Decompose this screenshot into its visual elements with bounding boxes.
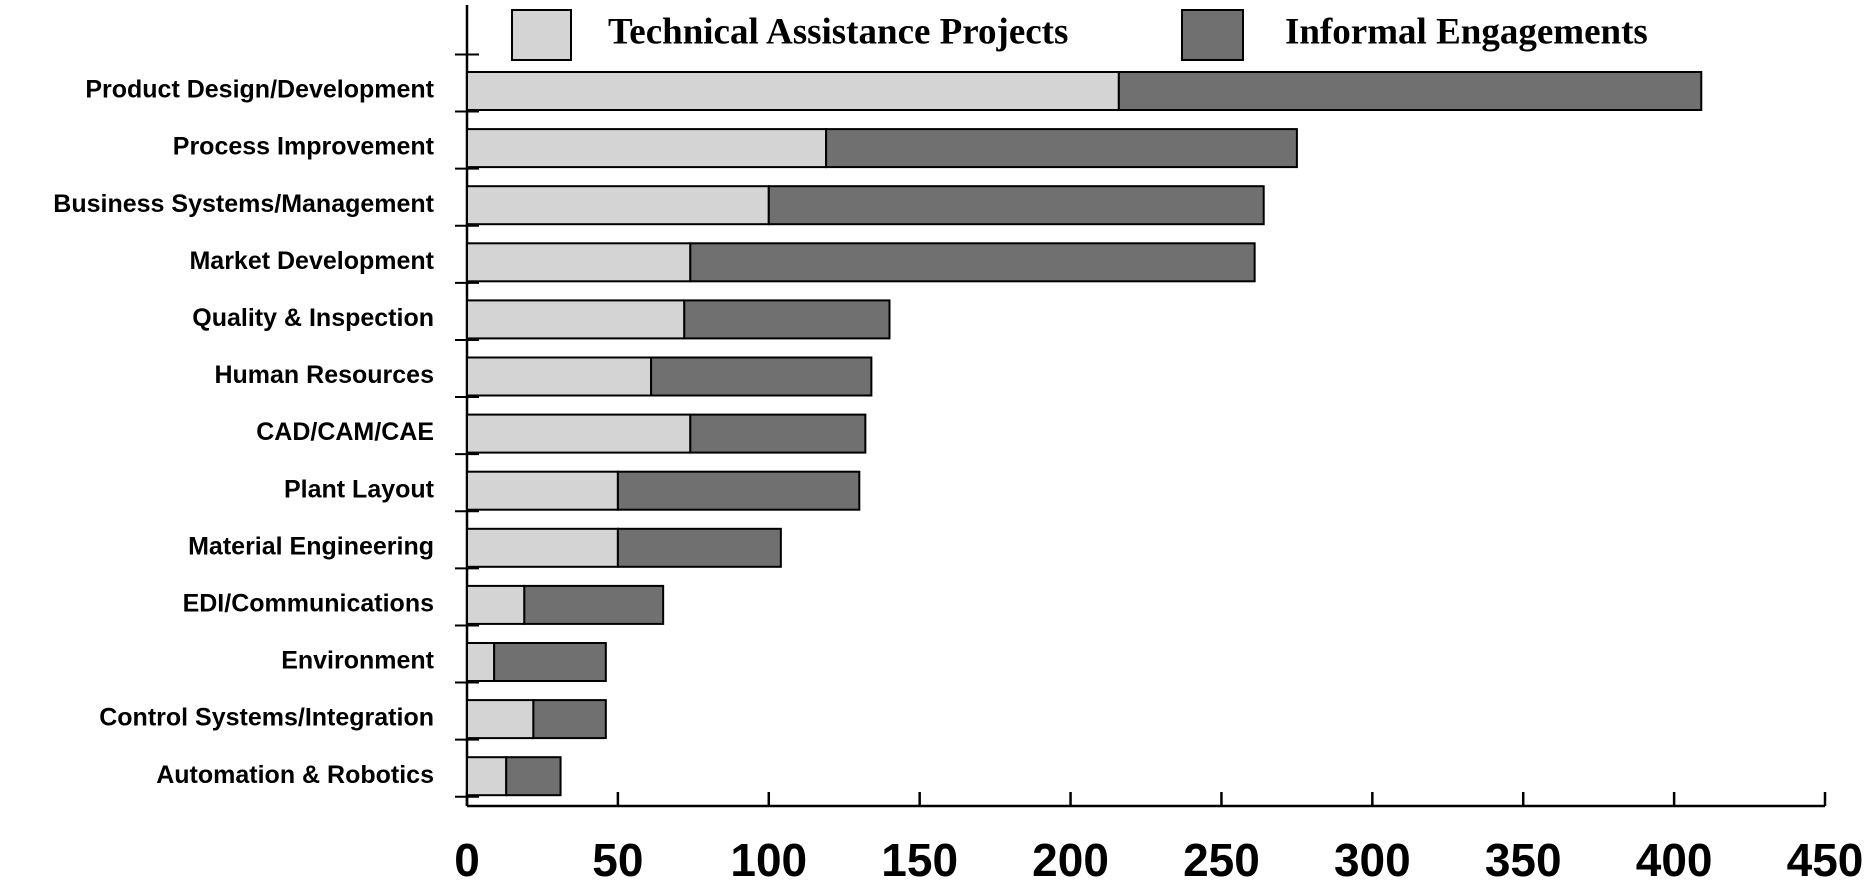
bar-segment — [523, 584, 665, 625]
bar-segment — [532, 699, 607, 740]
bar-segment — [466, 242, 692, 283]
y-tick-label: Automation & Robotics — [156, 761, 434, 789]
bar-segment — [466, 299, 686, 340]
bar-segment — [650, 356, 873, 397]
x-tick-label: 50 — [592, 834, 643, 886]
x-tick-label: 250 — [1183, 834, 1260, 886]
bar-segment — [466, 185, 770, 226]
y-tick-label: Human Resources — [214, 361, 434, 389]
bar-segment — [505, 756, 562, 797]
bar-segment — [493, 642, 607, 682]
bar-segment — [466, 128, 828, 169]
bar-segment — [466, 527, 619, 568]
legend-label: Informal Engagements — [1285, 11, 1648, 52]
bar-segment — [616, 527, 782, 568]
bar-segment — [466, 584, 526, 625]
x-tick-label: 350 — [1485, 834, 1562, 886]
bar-segment — [825, 128, 1298, 169]
x-tick-label: 0 — [454, 834, 480, 886]
bar-segment — [466, 756, 508, 797]
y-tick-label: Market Development — [189, 247, 434, 275]
legend-label: Technical Assistance Projects — [608, 11, 1068, 52]
bar-segment — [1117, 71, 1703, 111]
y-tick-label: Material Engineering — [188, 532, 434, 560]
bar-segment — [466, 699, 535, 740]
legend-swatch — [1181, 9, 1244, 61]
y-tick-label: Process Improvement — [173, 133, 435, 161]
bar-segment — [466, 71, 1120, 111]
x-tick-label: 200 — [1032, 834, 1109, 886]
y-tick-label: EDI/Communications — [183, 590, 434, 618]
y-tick-label: Control Systems/Integration — [99, 704, 434, 732]
y-tick-label: Product Design/Development — [85, 76, 434, 104]
legend-swatch — [511, 9, 572, 61]
x-tick-label: 400 — [1636, 834, 1713, 886]
bar-segment — [689, 242, 1256, 283]
x-tick-label: 450 — [1787, 834, 1864, 886]
bar-segment — [683, 299, 891, 340]
y-tick-label: Plant Layout — [284, 475, 435, 503]
bar-segment — [466, 356, 653, 397]
y-tick-label: Quality & Inspection — [192, 304, 434, 332]
x-tick-label: 150 — [881, 834, 958, 886]
y-tick-label: Environment — [281, 647, 434, 675]
y-tick-label: CAD/CAM/CAE — [256, 418, 434, 446]
y-tick-label: Business Systems/Management — [53, 190, 434, 218]
x-tick-label: 100 — [730, 834, 807, 886]
bar-segment — [616, 470, 861, 511]
x-tick-label: 300 — [1334, 834, 1411, 886]
bar-segment — [466, 470, 619, 511]
bar-segment — [466, 413, 692, 454]
bar-segment — [767, 185, 1265, 226]
bar-segment — [689, 413, 867, 454]
bar-segment — [466, 642, 496, 682]
